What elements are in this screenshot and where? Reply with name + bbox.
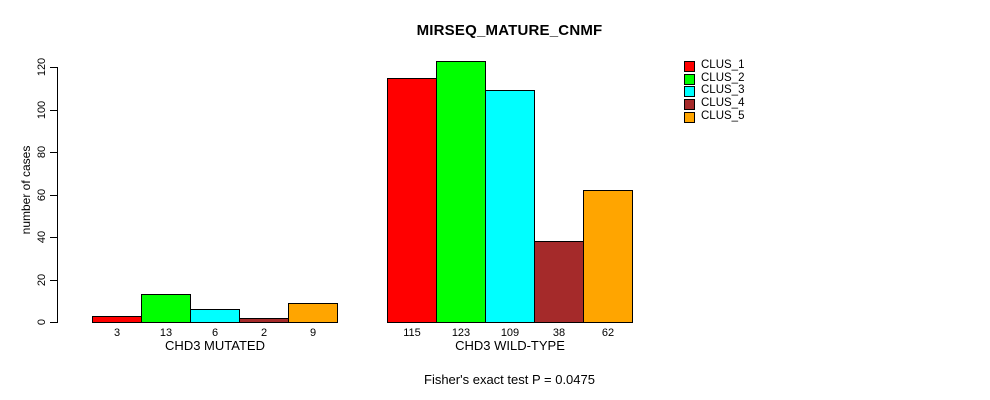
y-axis-title: number of cases bbox=[19, 145, 33, 235]
y-tick-label: 80 bbox=[36, 145, 48, 159]
x-category-label-wild-type: CHD3 WILD-TYPE bbox=[455, 338, 565, 353]
bar-value-label: 62 bbox=[601, 327, 615, 339]
bar-clus_2-chd3-mutated bbox=[141, 294, 191, 323]
y-axis-line bbox=[57, 67, 58, 323]
bar-value-label: 2 bbox=[260, 327, 268, 339]
legend-swatch-clus_2 bbox=[684, 74, 695, 85]
y-tick-mark bbox=[50, 152, 57, 153]
fisher-test-annotation: Fisher's exact test P = 0.0475 bbox=[424, 372, 595, 387]
bar-value-label: 115 bbox=[403, 327, 421, 339]
bar-value-label: 6 bbox=[211, 327, 219, 339]
bar-clus_1-chd3-mutated bbox=[92, 316, 142, 323]
y-tick-label: 100 bbox=[36, 100, 48, 120]
bar-clus_2-chd3-wild-type bbox=[436, 61, 486, 323]
legend: CLUS_1 CLUS_2 CLUS_3 CLUS_4 CLUS_5 bbox=[684, 0, 804, 140]
y-tick-mark bbox=[50, 110, 57, 111]
legend-label-clus_5: CLUS_5 bbox=[701, 110, 745, 122]
y-tick-label: 40 bbox=[36, 230, 48, 244]
bar-clus_4-chd3-mutated bbox=[239, 318, 289, 323]
legend-swatch-clus_3 bbox=[684, 86, 695, 97]
bar-value-label: 13 bbox=[159, 327, 173, 339]
legend-label-clus_1: CLUS_1 bbox=[701, 59, 745, 71]
bar-value-label: 123 bbox=[451, 327, 471, 339]
legend-swatch-clus_4 bbox=[684, 99, 695, 110]
bar-value-label: 38 bbox=[552, 327, 566, 339]
y-tick-mark bbox=[50, 237, 57, 238]
bar-value-label: 109 bbox=[500, 327, 520, 339]
bar-clus_5-chd3-mutated bbox=[288, 303, 338, 323]
bar-clus_5-chd3-wild-type bbox=[583, 190, 633, 323]
bar-clus_3-chd3-wild-type bbox=[485, 90, 535, 323]
bar-clus_1-chd3-wild-type bbox=[387, 78, 437, 323]
legend-swatch-clus_1 bbox=[684, 61, 695, 72]
y-tick-label: 20 bbox=[36, 273, 48, 287]
x-category-label-mutated: CHD3 MUTATED bbox=[165, 338, 265, 353]
y-tick-label: 0 bbox=[36, 318, 48, 326]
legend-label-clus_2: CLUS_2 bbox=[701, 72, 745, 84]
legend-label-clus_3: CLUS_3 bbox=[701, 84, 745, 96]
legend-swatch-clus_5 bbox=[684, 112, 695, 123]
bar-clus_3-chd3-mutated bbox=[190, 309, 240, 323]
legend-label-clus_4: CLUS_4 bbox=[701, 97, 745, 109]
y-tick-mark bbox=[50, 322, 57, 323]
chart-title: MIRSEQ_MATURE_CNMF bbox=[416, 22, 603, 39]
y-tick-label: 60 bbox=[36, 188, 48, 202]
y-tick-mark bbox=[50, 195, 57, 196]
y-tick-mark bbox=[50, 280, 57, 281]
bar-value-label: 3 bbox=[113, 327, 121, 339]
bar-clus_4-chd3-wild-type bbox=[534, 241, 584, 323]
bar-value-label: 9 bbox=[309, 327, 317, 339]
y-tick-mark bbox=[50, 67, 57, 68]
y-tick-label: 120 bbox=[36, 57, 48, 77]
